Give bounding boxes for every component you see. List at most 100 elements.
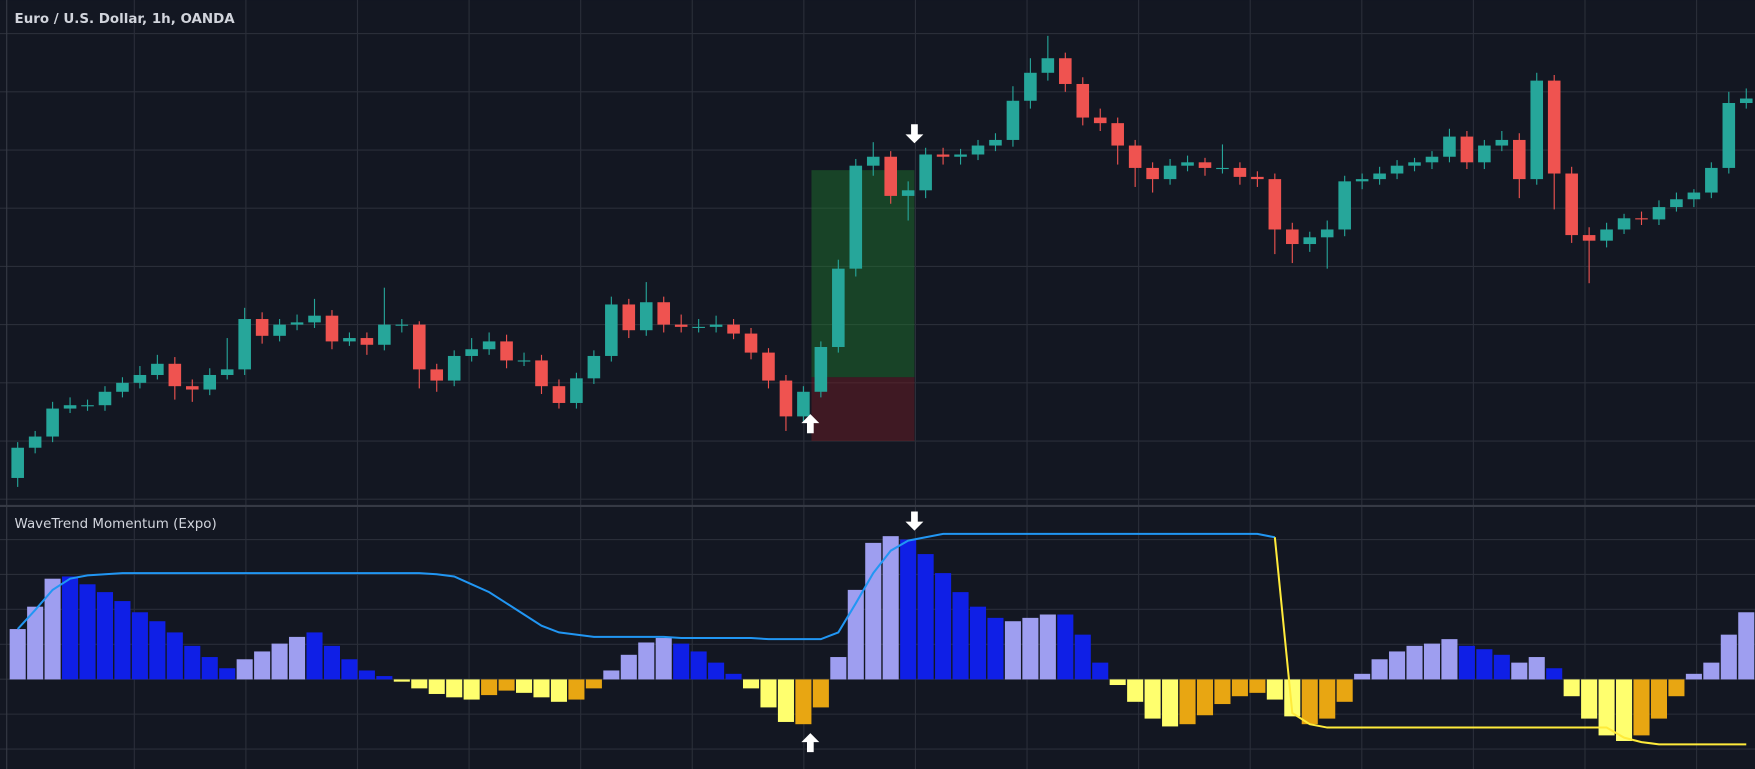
candle-body [116,382,129,392]
histogram-bar [1144,679,1161,719]
histogram-bar [446,679,463,698]
histogram-bar [393,679,410,682]
candle-body [220,369,234,375]
histogram-bar [114,601,131,680]
histogram-bar [708,662,725,680]
candle-body [1146,167,1159,180]
candle-body [517,360,531,362]
candle-body [412,324,426,370]
candle-body [447,355,461,381]
candle-body [919,154,932,191]
candle-body [1722,103,1736,168]
candle-body [709,324,723,327]
histogram-bar [131,612,148,680]
candle-body [989,139,1002,146]
candle-body [1739,98,1753,104]
candle-body [11,447,24,478]
candle-body [1338,181,1351,230]
histogram-bar [1336,679,1353,702]
candle-body [46,408,59,437]
candle-body [744,333,758,353]
marks [9,35,1755,746]
histogram-bar [1057,614,1074,680]
histogram-bar [1162,679,1179,727]
candle-body [1355,179,1369,182]
histogram-bar [1092,662,1109,680]
histogram-bar [795,679,812,725]
histogram-bar [1249,679,1266,693]
candle-body [1460,136,1474,163]
candle-body [1093,117,1107,124]
candle-body [360,338,374,345]
histogram-bar [1720,634,1737,680]
histogram-bar [1214,679,1231,705]
candle-body [639,302,653,331]
histogram-bar [1179,679,1196,725]
candle-body [378,324,391,345]
histogram-bar [271,643,288,680]
histogram-bar [201,657,218,680]
histogram-bar [1371,659,1388,680]
candle-body [465,349,478,356]
candle-body [430,369,444,381]
histogram-bar [1650,679,1667,719]
histogram-bar [585,679,602,689]
candle-body [1286,229,1299,245]
candle-body [1705,167,1718,193]
candle-body [1198,162,1212,168]
histogram-bar [1423,643,1441,680]
histogram-bar [1266,679,1283,700]
histogram-bar [847,589,864,680]
histogram-bar [1546,668,1563,680]
candle-body [832,268,845,348]
candle-body [1076,83,1090,118]
histogram-bar [1127,679,1144,702]
candle-body [395,324,409,326]
candle-body [151,363,164,375]
candle-body [1373,173,1386,180]
candle-body [1006,100,1020,140]
histogram-bar [1109,679,1126,686]
histogram-bar [952,592,969,680]
histogram-bar [1301,679,1318,725]
candle-body [1617,218,1631,230]
histogram-bar [219,668,236,680]
histogram-bar [690,651,707,680]
buy-arrow [801,414,820,434]
histogram-bar [1039,614,1056,680]
chart-title: Euro / U.S. Dollar, 1h, OANDA [15,12,236,27]
histogram-bar [1231,679,1248,697]
histogram-bar [498,679,515,691]
candle-body [762,352,775,381]
histogram-bar [306,632,323,680]
histogram-bar [516,679,533,693]
histogram-bar [568,679,585,700]
histogram-bar [1458,645,1475,680]
histogram-bar [830,657,847,680]
histogram-bar [1004,621,1021,680]
buy-arrow [801,733,820,753]
candle-body [81,405,94,407]
candle-body [343,338,356,342]
histogram-bar [1668,679,1685,697]
candle-body [570,378,583,403]
histogram-bar [533,679,550,698]
candle-body [884,156,897,196]
candle-body [1425,156,1439,163]
histogram-bar [96,592,114,680]
candle-body [186,386,199,390]
candle-body [814,347,828,392]
indicator-title: WaveTrend Momentum (Expo) [15,517,217,532]
candle-body [1687,192,1701,200]
candle-body [325,315,339,342]
candle-body [1111,123,1124,146]
histogram-bar [184,645,201,680]
histogram-bar [1319,679,1336,719]
candle-body [692,326,705,328]
histogram-bar [1284,679,1301,717]
histogram-bar [358,670,375,680]
candle-body [168,363,182,387]
candle-body [622,304,636,331]
histogram-bar [1493,654,1510,680]
histogram-bar [463,679,480,700]
